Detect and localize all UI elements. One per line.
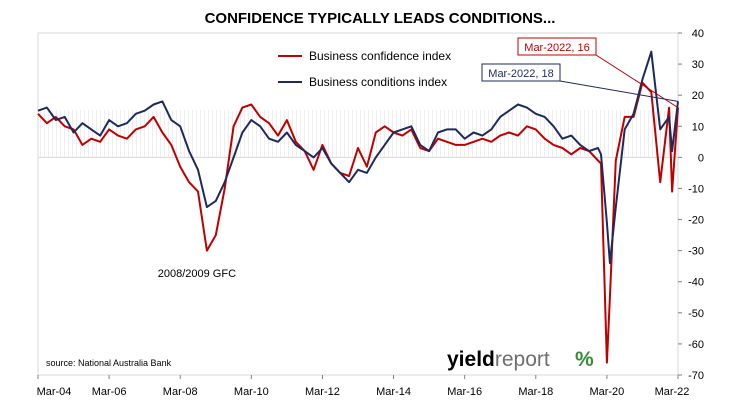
y-tick-label: -20 [688, 215, 704, 227]
y-axis-ticks: 40 30 20 10 0 -10 -20 -30 -40 -50 -60 -70 [678, 28, 704, 382]
y-tick-label: -10 [688, 183, 704, 195]
conditions-callout-box [481, 63, 561, 82]
x-tick-label: Mar-20 [589, 386, 624, 398]
y-tick-label: 30 [692, 59, 704, 71]
y-tick-label: 0 [698, 152, 704, 164]
legend-label-conditions: Business conditions index [309, 75, 447, 89]
series-group [37, 50, 679, 364]
legend: Business confidence index Business condi… [278, 49, 451, 89]
confidence-callout-box [517, 37, 597, 56]
x-tick-label: Mar-16 [447, 386, 482, 398]
plot-area [37, 32, 679, 376]
y-tick-label: 10 [692, 121, 704, 133]
x-tick-label: Mar-12 [305, 386, 340, 398]
y-tick-label: 20 [692, 90, 704, 102]
x-tick-label: Mar-08 [163, 386, 198, 398]
y-tick-label: -70 [688, 370, 704, 382]
y-tick-label: 40 [692, 28, 704, 40]
x-tick-label: Mar-18 [518, 386, 553, 398]
y-tick-label: -50 [688, 308, 704, 320]
gfc-annotation: 2008/2009 GFC [158, 268, 236, 280]
x-tick-label: Mar-14 [376, 386, 411, 398]
x-axis-ticks: Mar-04 Mar-06 Mar-08 Mar-10 Mar-12 Mar-14 Mar-… [37, 375, 690, 398]
annotations: Mar-2022, 16 Mar-2022, 18 2008/2009 GFC [158, 37, 679, 280]
svg-text:%: % [575, 348, 594, 371]
svg-text:yieldreport: yieldreport [447, 348, 550, 371]
confidence-callout-label: Mar-2022, 16 [524, 42, 589, 54]
yieldreport-logo: yieldreport % [447, 348, 594, 371]
x-tick-label: Mar-06 [92, 386, 127, 398]
conditions-callout-leader [559, 80, 679, 102]
y-tick-label: -60 [688, 339, 704, 351]
x-tick-label: Mar-10 [234, 386, 269, 398]
x-tick-label: Mar-22 [655, 386, 690, 398]
legend-label-confidence: Business confidence index [309, 49, 451, 63]
conditions-callout-label: Mar-2022, 18 [488, 68, 553, 80]
y-tick-label: -30 [688, 246, 704, 258]
chart-title: CONFIDENCE TYPICALLY LEADS CONDITIONS... [205, 10, 556, 27]
x-tick-label: Mar-04 [37, 386, 72, 398]
source-note: source: National Australia Bank [46, 358, 172, 368]
series-line-confidence [37, 81, 679, 364]
series-line-conditions [37, 50, 679, 265]
y-tick-label: -40 [688, 277, 704, 289]
